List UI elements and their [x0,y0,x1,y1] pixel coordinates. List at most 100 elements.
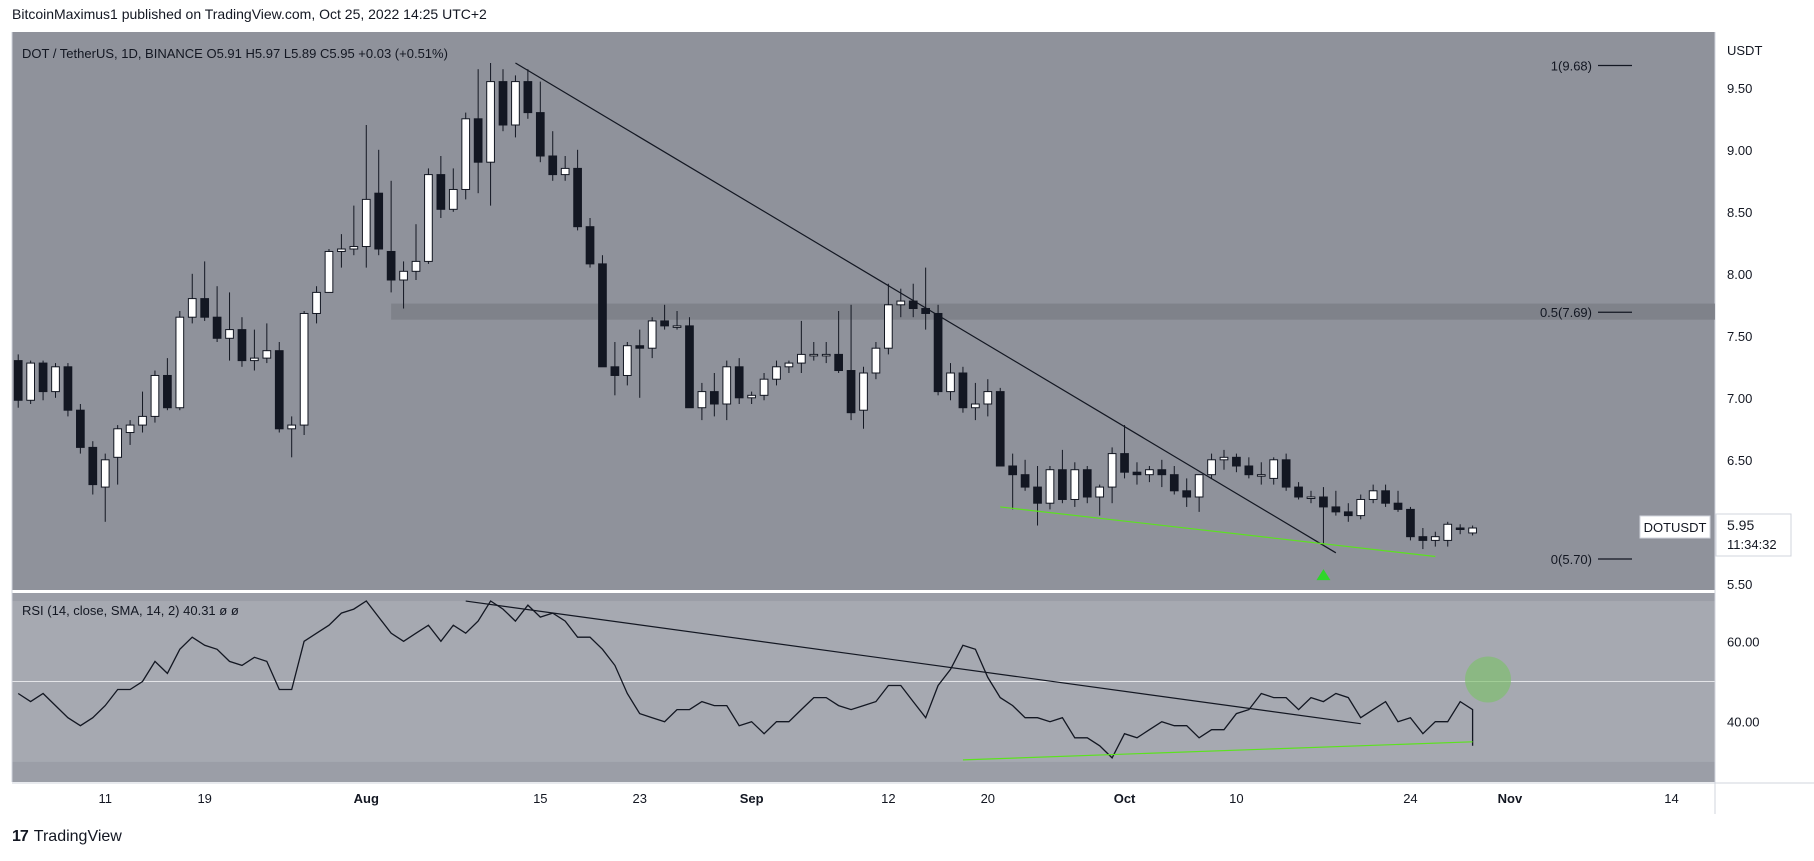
footer: 17 TradingView [12,828,122,846]
bull-candle [747,394,756,399]
time-axis-tick: Sep [740,791,764,806]
bull-candle [411,260,421,272]
bear-candle [1455,527,1465,530]
bear-candle [1331,506,1341,513]
bear-candle [1169,474,1179,492]
bull-candle [337,248,346,252]
rsi-highlight-circle [1465,656,1512,703]
bear-candle [374,192,384,250]
bear-candle [734,366,744,399]
bull-candle [361,198,371,248]
bear-candle [63,366,73,411]
bear-candle [1343,511,1353,517]
rsi-axis-tick: 40.00 [1727,715,1760,730]
bear-candle [523,81,533,114]
bull-candle [983,391,993,405]
time-axis-tick: Nov [1498,791,1523,806]
bear-candle [1393,502,1403,510]
bull-candle [1219,456,1229,461]
bear-candle [1020,474,1030,488]
bear-candle [1232,456,1241,467]
rsi-trendline [962,741,1473,761]
bear-candle [200,298,210,318]
bear-candle [1033,486,1042,504]
bull-candle [697,391,707,409]
fib-level-label: 0.5(7.69) [1540,305,1592,320]
bear-candle [38,362,48,393]
bear-candle [1120,453,1129,473]
bear-candle [660,320,669,327]
bull-candle [1443,523,1453,541]
bull-candle [51,366,60,393]
bull-candle [622,345,632,376]
bull-candle [896,300,906,306]
bull-candle [225,329,234,339]
bullish-arrow-icon [1316,569,1331,581]
symbol-label-box [1639,515,1711,539]
bull-candle [1107,453,1117,488]
last-price-box [1715,513,1792,557]
bull-candle [399,270,408,281]
time-axis-tick: 19 [197,791,211,806]
bear-candle [933,312,943,393]
fib-level-label: 0(5.70) [1551,552,1592,567]
bear-candle [635,345,645,349]
bull-candle [349,246,359,250]
time-axis-tick: 24 [1403,791,1417,806]
time-axis-tick: 14 [1664,791,1678,806]
bull-candle [1306,496,1316,499]
bear-candle [1319,496,1328,508]
bull-candle [424,174,433,262]
bear-candle [585,226,595,265]
bear-candle [1182,490,1192,498]
bull-candle [1256,474,1266,477]
bull-candle [672,325,682,328]
last-price-countdown: 11:34:32 [1727,537,1777,552]
price-axis-tick: 6.50 [1727,453,1752,468]
bull-candle [26,362,35,401]
bear-candle [1281,459,1291,488]
fib-level-label: 1(9.68) [1551,58,1592,73]
time-axis-tick: Aug [354,791,379,806]
bull-candle [461,118,471,190]
bull-candle [125,424,135,434]
bull-candle [1269,459,1279,479]
resistance-zone [391,303,1716,320]
bear-candle [237,329,247,362]
bull-candle [511,81,520,126]
bull-candle [821,353,831,357]
bull-candle [722,366,732,405]
bear-candle [995,391,1005,467]
bull-candle [1430,536,1440,541]
rsi-axis-tick: 60.00 [1727,634,1760,649]
bull-candle [759,378,769,396]
bull-candle [560,167,570,176]
rsi-trendline [465,600,1361,725]
bull-candle [448,188,458,210]
bull-candle [113,428,123,458]
bull-candle [250,357,259,362]
price-axis-tick: 8.50 [1727,205,1752,220]
bear-candle [685,325,694,409]
bear-candle [834,353,843,372]
bull-candle [946,372,955,393]
price-axis-tick: 9.00 [1727,143,1752,158]
bear-candle [1381,490,1390,504]
bear-candle [573,167,582,228]
price-trendline [1000,506,1436,558]
price-trendline [515,62,1337,554]
bear-candle [1406,508,1415,538]
last-price-value: 5.95 [1727,517,1754,533]
bear-candle [212,316,222,339]
bull-candle [1356,498,1366,517]
bull-candle [150,374,160,417]
bull-candle [971,403,980,409]
bear-candle [1132,471,1142,476]
bear-candle [498,81,508,126]
bear-candle [610,366,620,376]
bear-candle [163,374,172,409]
symbol-label: DOTUSDT [1644,520,1707,535]
bull-candle [809,353,819,357]
bear-candle [386,250,396,281]
